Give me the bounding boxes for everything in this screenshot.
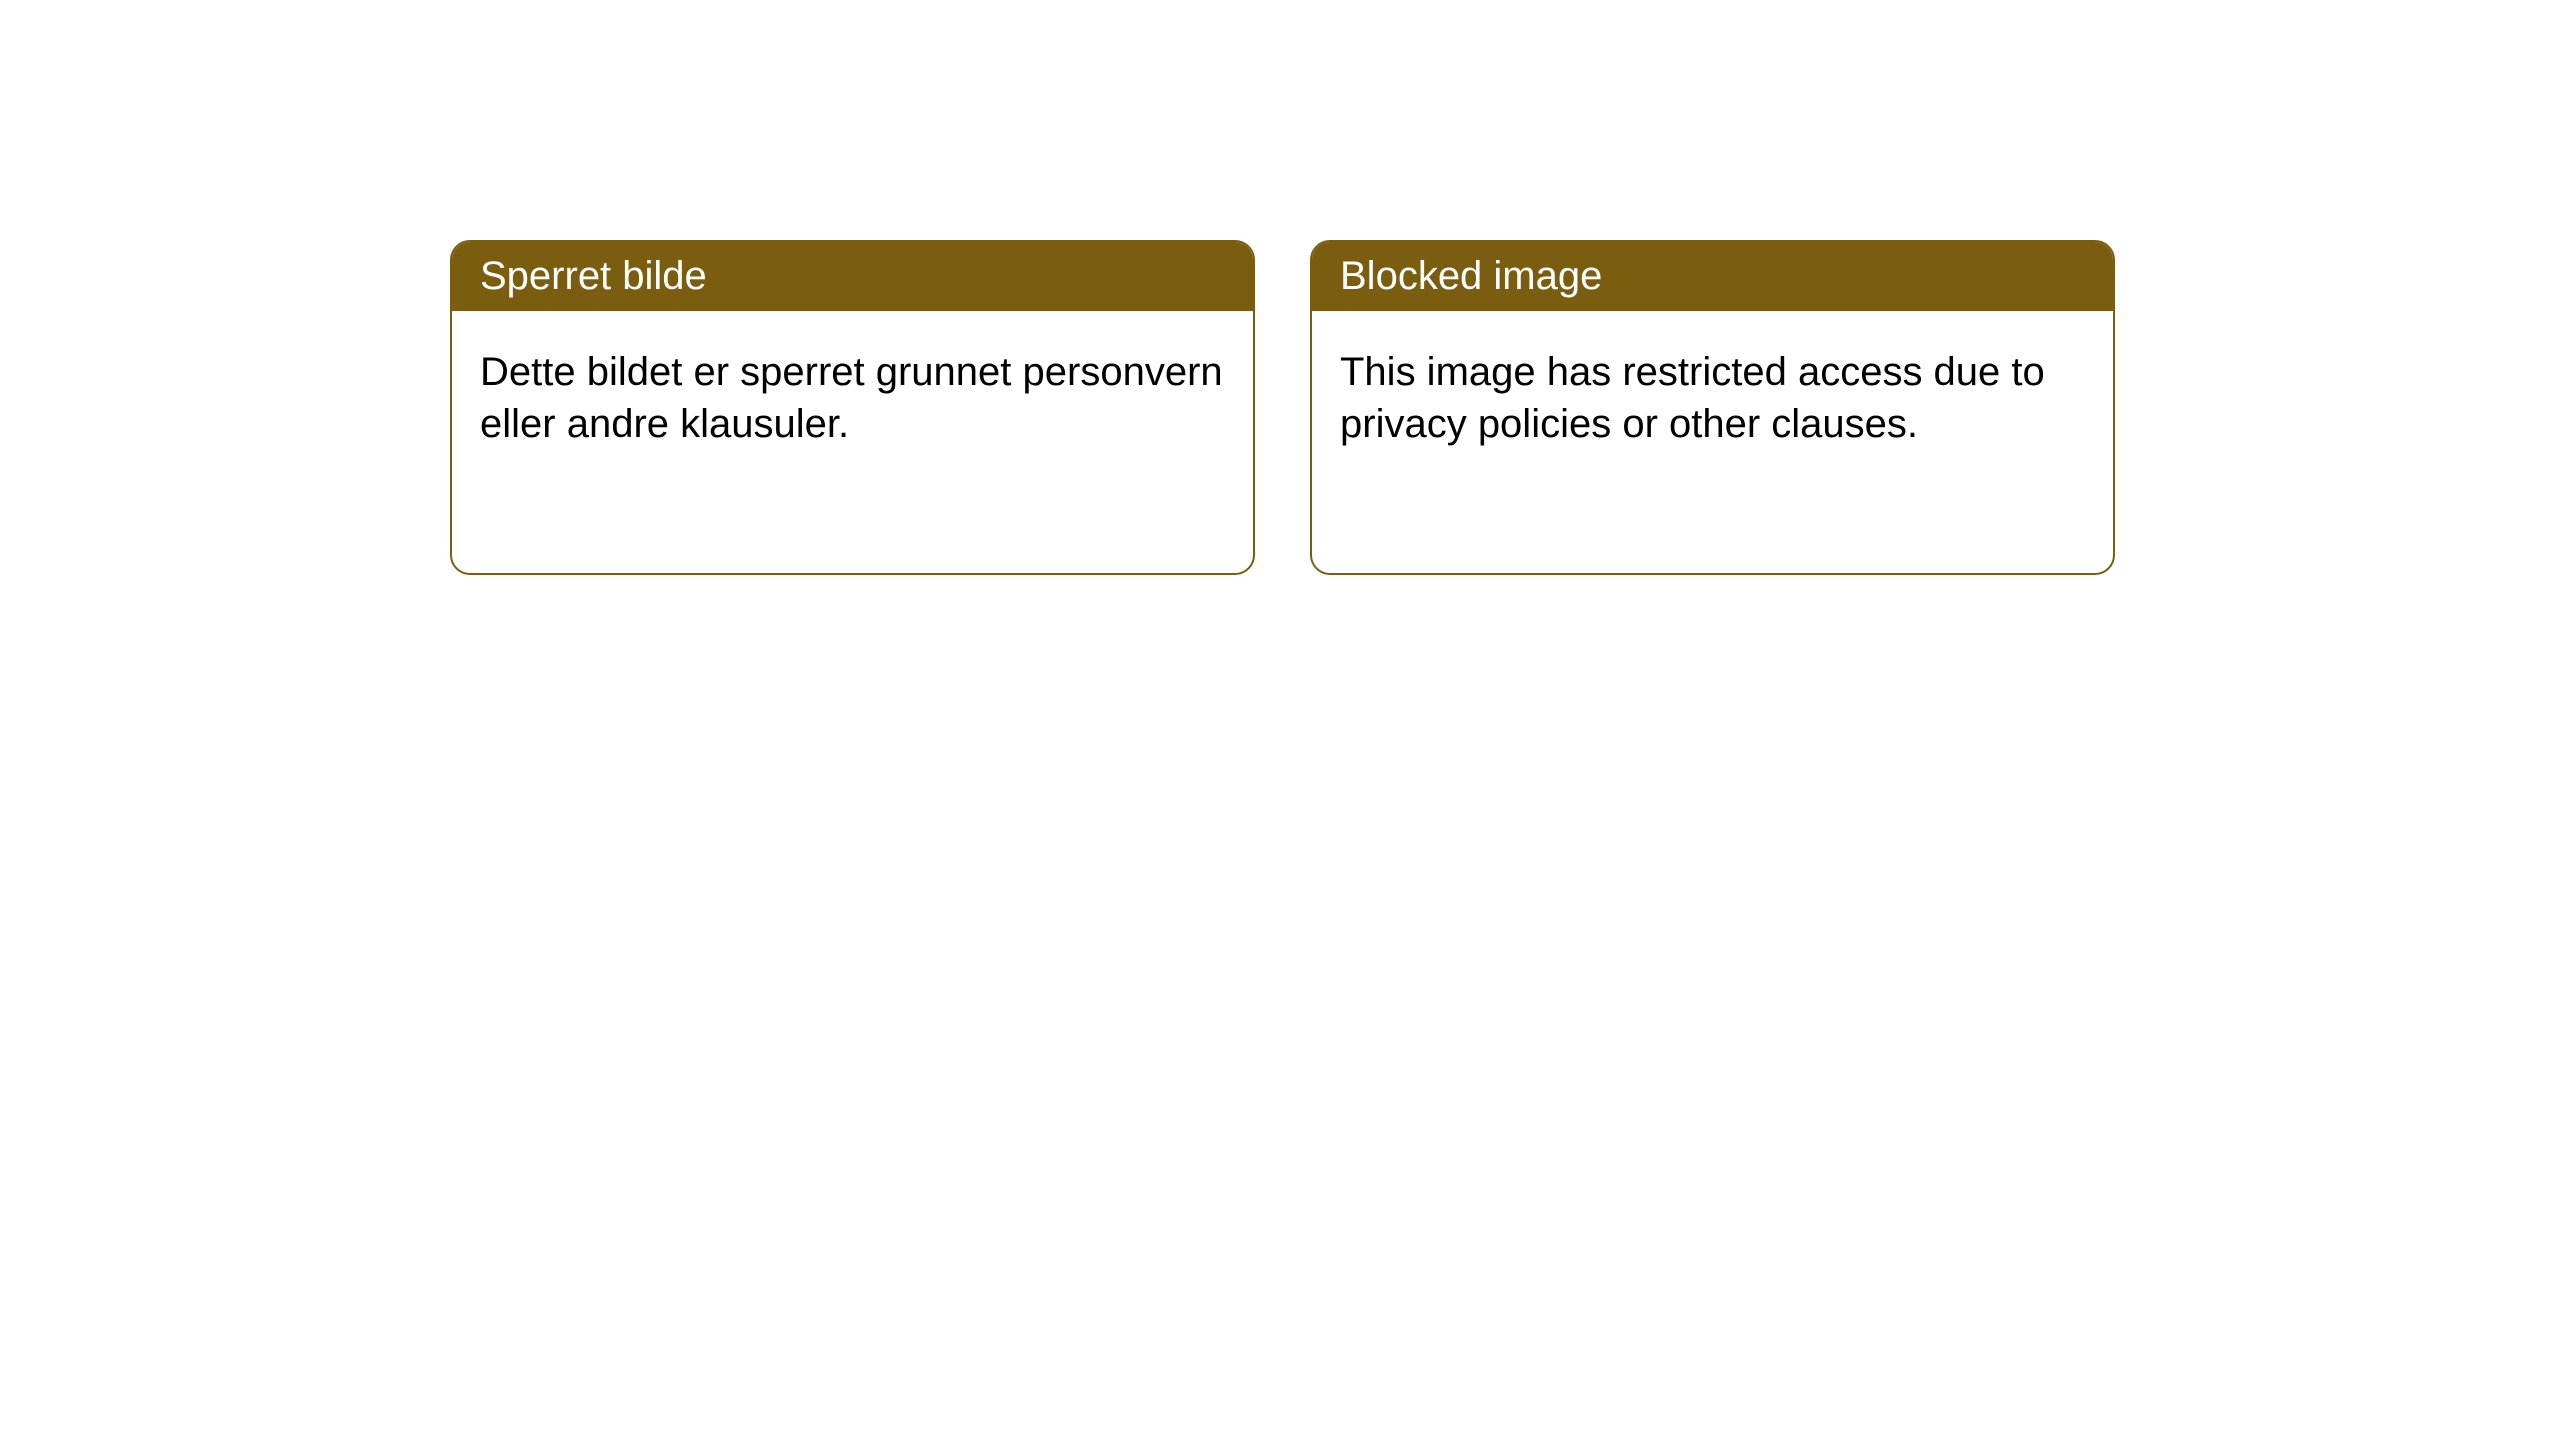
card-body-text-en: This image has restricted access due to … <box>1340 350 2045 446</box>
card-body-text-no: Dette bildet er sperret grunnet personve… <box>480 350 1223 446</box>
card-title-no: Sperret bilde <box>480 254 707 298</box>
card-header-no: Sperret bilde <box>452 242 1253 311</box>
cards-container: Sperret bilde Dette bildet er sperret gr… <box>0 0 2560 575</box>
card-title-en: Blocked image <box>1340 254 1602 298</box>
blocked-image-card-en: Blocked image This image has restricted … <box>1310 240 2115 575</box>
blocked-image-card-no: Sperret bilde Dette bildet er sperret gr… <box>450 240 1255 575</box>
card-header-en: Blocked image <box>1312 242 2113 311</box>
card-body-no: Dette bildet er sperret grunnet personve… <box>452 311 1253 485</box>
card-body-en: This image has restricted access due to … <box>1312 311 2113 485</box>
